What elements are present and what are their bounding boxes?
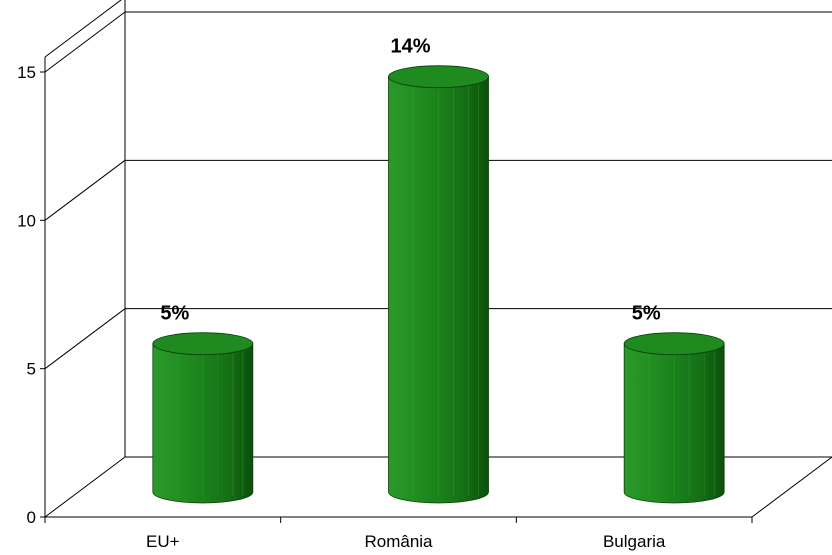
gridline-diagonal xyxy=(44,456,126,518)
chart-frame: 0 5 10 15 xyxy=(17,0,832,527)
x-category-label: Bulgaria xyxy=(603,532,666,551)
bar-top-cap xyxy=(388,65,489,89)
x-category-label: EU+ xyxy=(146,532,180,551)
y-tick-label: 10 xyxy=(17,211,36,230)
bar-value-label: 14% xyxy=(390,36,430,58)
y-tick-label: 5 xyxy=(27,360,36,379)
bar xyxy=(623,332,725,504)
y-tick-label: 0 xyxy=(27,508,36,527)
bar-top-cap xyxy=(152,332,254,356)
x-category-label: România xyxy=(364,532,433,551)
gridline-diagonal xyxy=(44,11,126,73)
floor-right-edge xyxy=(751,456,832,518)
labels-group: 5% EU+ 14% România 5% Bulgaria xyxy=(146,36,666,551)
bar xyxy=(388,65,489,504)
y-tick-label: 15 xyxy=(17,63,36,82)
bar-top-cap xyxy=(623,332,725,356)
gridline-diagonal xyxy=(44,308,126,370)
gridline-diagonal xyxy=(44,159,126,221)
bars-group xyxy=(152,65,725,504)
top-diagonal xyxy=(44,0,122,58)
bar-value-label: 5% xyxy=(160,303,189,325)
bar xyxy=(152,332,254,504)
bar-value-label: 5% xyxy=(632,303,661,325)
